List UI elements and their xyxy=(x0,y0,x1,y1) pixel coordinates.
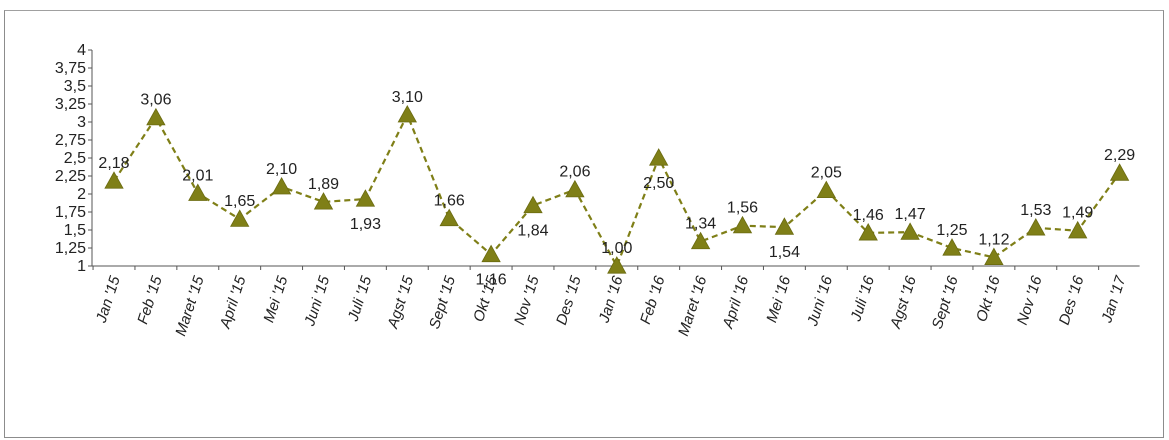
x-tick-label: Juni '16 xyxy=(804,273,837,329)
data-label: 2,05 xyxy=(811,164,842,181)
data-point-marker xyxy=(104,171,124,189)
x-tick-label: Nov '15 xyxy=(511,273,543,327)
data-labels: 2,18 3,06 2,01 1,65 2,10 1,89 1,93 3,10 1,66 1,16… xyxy=(98,89,1135,289)
y-tick-label: 1,5 xyxy=(64,222,86,239)
data-label: 2,01 xyxy=(182,167,213,184)
x-tick-label: Des '15 xyxy=(553,273,585,327)
x-tick-label: Sept '16 xyxy=(929,273,962,331)
data-label: 1,12 xyxy=(978,231,1009,248)
y-tick-label: 3,25 xyxy=(55,96,86,113)
x-tick-label: Juli '16 xyxy=(847,273,878,324)
data-label: 1,84 xyxy=(517,223,548,240)
data-point-marker xyxy=(397,104,417,123)
data-point-marker xyxy=(732,215,753,234)
data-label: 1,89 xyxy=(308,176,339,193)
data-point-marker xyxy=(942,238,962,256)
data-label: 1,16 xyxy=(476,271,507,288)
data-label: 1,00 xyxy=(601,240,632,257)
data-label: 2,29 xyxy=(1104,147,1135,164)
data-label: 1,47 xyxy=(895,206,926,223)
x-tick-label: Nov '16 xyxy=(1014,273,1046,327)
x-tick-label: Des '16 xyxy=(1056,273,1088,327)
data-point-marker xyxy=(1068,220,1088,239)
x-tick-label: April '15 xyxy=(216,273,249,331)
y-tick-label: 2 xyxy=(77,186,86,203)
x-tick-label: Juli '15 xyxy=(344,273,375,324)
data-point-marker xyxy=(649,148,669,166)
data-point-marker xyxy=(565,179,585,198)
data-label: 1,56 xyxy=(727,200,758,217)
data-point-marker xyxy=(858,223,878,241)
y-tick-label: 3,5 xyxy=(64,78,86,95)
y-tick-label: 3,75 xyxy=(55,60,86,77)
data-point-marker xyxy=(774,217,795,235)
y-tick-label: 2,25 xyxy=(55,168,86,185)
data-point-marker xyxy=(313,192,334,210)
x-tick-label: Mei '16 xyxy=(763,273,794,324)
x-tick-label: April '16 xyxy=(719,273,752,331)
data-point-marker xyxy=(1026,218,1046,236)
x-tick-label: Feb '16 xyxy=(637,273,669,326)
data-label: 2,18 xyxy=(98,155,129,172)
data-point-marker xyxy=(523,195,543,214)
data-label: 1,65 xyxy=(224,193,255,210)
data-label: 3,10 xyxy=(392,89,423,106)
x-tick-label: Agst '15 xyxy=(384,273,417,331)
data-label: 1,49 xyxy=(1062,205,1093,222)
x-tick-label: Jan '15 xyxy=(93,273,124,325)
data-point-marker xyxy=(1109,163,1130,181)
x-tick-label: Jan '16 xyxy=(595,273,626,325)
x-tick-label: Okt '16 xyxy=(973,273,1004,324)
y-tick-label: 1,75 xyxy=(55,204,86,221)
y-tick-label: 4 xyxy=(77,42,86,59)
data-label: 1,66 xyxy=(434,192,465,209)
data-label: 1,25 xyxy=(936,222,967,239)
series-markers xyxy=(104,104,1130,274)
data-point-marker xyxy=(355,189,376,207)
data-point-marker xyxy=(439,208,459,227)
y-tick-label: 2,75 xyxy=(55,132,86,149)
data-point-marker xyxy=(816,180,836,199)
data-point-marker xyxy=(230,209,250,227)
data-label: 2,10 xyxy=(266,161,297,178)
y-tick-label: 1 xyxy=(77,258,86,275)
data-label: 2,06 xyxy=(559,164,590,181)
data-point-marker xyxy=(146,107,166,126)
x-tick-label: Maret '15 xyxy=(172,273,208,338)
x-tick-label: Mei '15 xyxy=(260,273,291,324)
data-point-marker xyxy=(690,231,711,250)
y-tick-label: 1,25 xyxy=(55,240,86,257)
data-label: 1,34 xyxy=(685,216,716,233)
data-point-marker xyxy=(188,183,208,201)
data-label: 1,53 xyxy=(1020,202,1051,219)
data-label: 1,93 xyxy=(350,216,381,233)
y-tick-label: 3 xyxy=(77,114,86,131)
data-point-marker xyxy=(984,247,1004,265)
data-label: 2,50 xyxy=(643,175,674,192)
data-label: 1,46 xyxy=(853,207,884,224)
data-point-marker xyxy=(607,256,627,274)
data-label: 1,54 xyxy=(769,244,800,261)
chart-frame: 1 1,25 1,5 1,75 2 2,25 2,5 2,75 3 3,25 3,5 3,75 4 Ja… xyxy=(4,10,1164,438)
data-label: 3,06 xyxy=(140,92,171,109)
x-tick-label: Juni '15 xyxy=(301,273,334,329)
x-tick-label: Jan '17 xyxy=(1098,273,1129,325)
x-tick-label: Feb '15 xyxy=(134,273,166,326)
x-axis-ticks: Jan '15 Feb '15 Maret '15 April '15 Mei '15 J… xyxy=(93,266,1130,338)
y-tick-label: 2,5 xyxy=(64,150,86,167)
data-point-marker xyxy=(481,244,501,263)
x-tick-label: Maret '16 xyxy=(675,273,711,338)
x-tick-label: Sept '15 xyxy=(426,273,459,331)
data-point-marker xyxy=(900,222,920,240)
data-point-marker xyxy=(271,176,292,195)
x-tick-label: Agst '16 xyxy=(887,273,920,331)
